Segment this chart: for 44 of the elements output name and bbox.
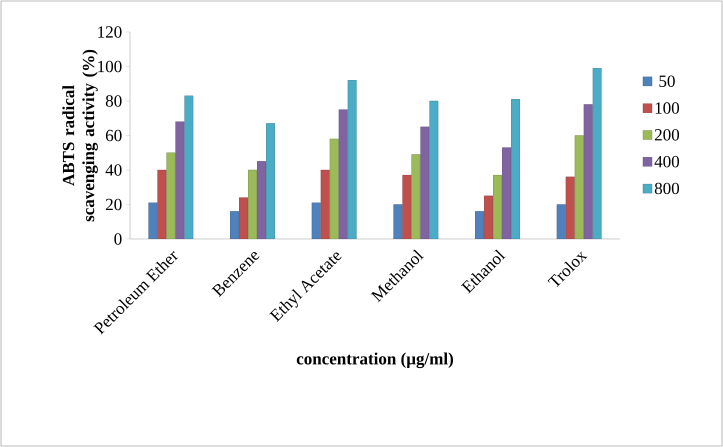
- bar: [248, 170, 257, 239]
- bar: [502, 147, 511, 239]
- legend-label: 400: [654, 156, 680, 168]
- bar: [230, 211, 239, 239]
- bar: [484, 196, 493, 239]
- x-axis-title: concentration (µg/ml): [296, 352, 454, 368]
- bar: [148, 202, 158, 239]
- bar: [429, 100, 438, 239]
- bar: [312, 202, 321, 239]
- bar: [184, 96, 194, 239]
- legend-label: 100: [656, 102, 680, 114]
- legend-label: 800: [654, 182, 680, 194]
- bar: [338, 109, 348, 239]
- y-tick-label: 120: [98, 26, 122, 38]
- y-axis-title: ABTS radical scavenging activity (%): [62, 50, 98, 222]
- bar: [493, 174, 502, 239]
- bar: [239, 197, 248, 239]
- y-tick-label: 80: [106, 95, 122, 107]
- bar: [566, 176, 575, 239]
- bar: [175, 121, 184, 239]
- bar: [257, 161, 266, 239]
- bar: [348, 80, 357, 239]
- bar: [584, 104, 593, 239]
- bar: [411, 154, 420, 239]
- bar: [157, 170, 166, 239]
- y-tick-label: 40: [106, 164, 122, 176]
- bar: [592, 68, 602, 239]
- bar: [511, 99, 520, 239]
- bar: [420, 126, 430, 239]
- bar: [166, 152, 176, 239]
- legend-label: 200: [654, 129, 680, 141]
- bar: [330, 138, 339, 239]
- y-tick-label: 100: [98, 60, 122, 72]
- bar: [266, 123, 275, 239]
- bar: [574, 135, 584, 239]
- y-tick-label: 0: [114, 233, 122, 245]
- legend-label: 50: [659, 75, 675, 87]
- bar: [556, 204, 566, 239]
- bar: [320, 170, 330, 239]
- bar: [393, 204, 402, 239]
- y-tick-label: 60: [106, 130, 122, 142]
- bar: [475, 211, 484, 239]
- y-tick-label: 20: [106, 198, 122, 210]
- bar: [402, 174, 412, 239]
